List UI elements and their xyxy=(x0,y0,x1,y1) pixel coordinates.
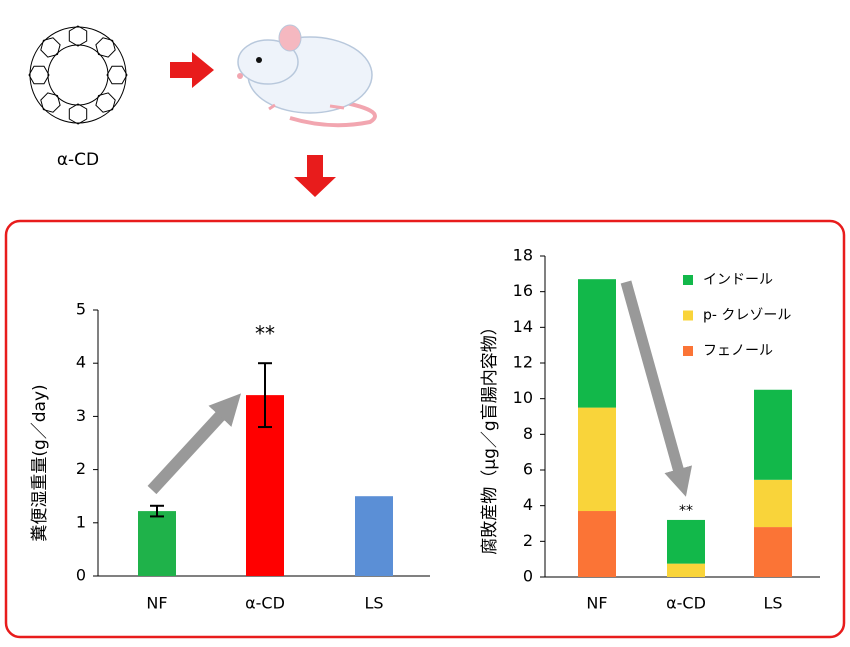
molecule-label: α-CD xyxy=(57,150,99,170)
bar-segment xyxy=(578,407,616,512)
y-tick-label: 12 xyxy=(513,353,533,372)
y-axis-label: 糞便湿重量(g／day) xyxy=(30,384,50,541)
sugar-ring xyxy=(95,92,116,113)
y-tick-label: 3 xyxy=(76,406,86,425)
molecule xyxy=(28,25,128,125)
y-tick-label: 6 xyxy=(523,460,533,479)
y-tick-label: 8 xyxy=(523,424,533,443)
sugar-ring xyxy=(28,65,50,85)
legend-label: p- クレゾール xyxy=(703,308,791,324)
y-tick-label: 2 xyxy=(523,531,533,550)
y-axis-label: 腐敗産物（μg／g盲腸内容物） xyxy=(480,318,500,554)
sugar-ring xyxy=(95,37,116,58)
x-tick-label: α-CD xyxy=(666,594,706,613)
y-tick-label: 0 xyxy=(76,566,86,585)
frame xyxy=(4,219,846,639)
error-bar xyxy=(258,362,272,429)
y-tick-label: 0 xyxy=(523,567,533,586)
arrow xyxy=(170,52,214,88)
x-tick-label: LS xyxy=(364,594,383,613)
legend-swatch xyxy=(683,275,693,285)
y-tick-label: 1 xyxy=(76,512,86,531)
y-tick-label: 16 xyxy=(513,281,533,300)
y-tick-label: 5 xyxy=(76,300,86,319)
x-tick-label: LS xyxy=(763,594,782,613)
y-tick-label: 2 xyxy=(76,459,86,478)
y-tick-label: 10 xyxy=(513,388,533,407)
error-bar xyxy=(150,504,164,518)
bar-segment xyxy=(667,519,705,564)
bar-segment xyxy=(667,563,705,577)
arrow xyxy=(294,155,336,197)
legend-label: インドール xyxy=(703,272,773,288)
sugar-ring xyxy=(40,92,61,113)
y-tick-label: 18 xyxy=(513,246,533,265)
bar-segment xyxy=(754,389,792,480)
bar-segment xyxy=(578,511,616,577)
legend-swatch xyxy=(683,346,693,356)
bar-segment xyxy=(578,279,616,408)
sugar-ring xyxy=(106,65,128,85)
bar xyxy=(138,511,176,576)
sugar-ring xyxy=(40,37,61,58)
legend-label: フェノール xyxy=(703,343,773,359)
mouse xyxy=(237,24,377,128)
x-tick-label: NF xyxy=(146,594,167,613)
significance: ** xyxy=(679,503,693,519)
trend-arrow xyxy=(620,280,693,497)
bar xyxy=(355,496,393,576)
x-tick-label: α-CD xyxy=(245,594,285,613)
y-tick-label: 4 xyxy=(76,353,86,372)
legend-swatch xyxy=(683,310,693,321)
sugar-ring xyxy=(68,25,88,47)
x-tick-label: NF xyxy=(586,594,607,613)
sugar-ring xyxy=(68,103,88,125)
y-tick-label: 14 xyxy=(513,317,533,336)
trend-arrow xyxy=(147,393,242,495)
bar-segment xyxy=(754,479,792,528)
bar-segment xyxy=(754,527,792,577)
significance: ** xyxy=(255,322,275,346)
y-tick-label: 4 xyxy=(523,495,533,514)
